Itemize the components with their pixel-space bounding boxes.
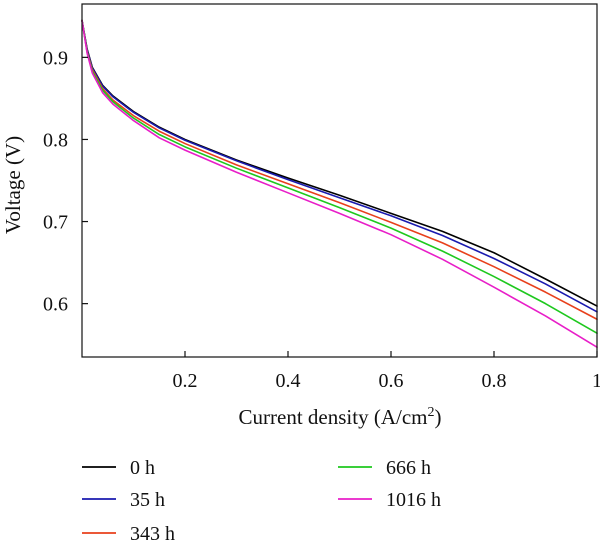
x-axis-label-suffix: )	[434, 405, 441, 429]
axes: 0.2 0.4 0.6 0.8 1 0.6 0.7 0.8 0.9	[43, 3, 600, 392]
legend-label-0: 0 h	[130, 457, 155, 479]
x-tick-label-1: 0.4	[276, 370, 301, 392]
series-line-3	[81, 19, 598, 334]
x-tick-label-0: 0.2	[173, 370, 198, 392]
x-axis-label-superscript: 2	[427, 405, 434, 420]
series-line-1	[81, 19, 598, 313]
x-axis-label: Current density (A/cm2)	[239, 405, 442, 429]
plot-frame	[81, 3, 598, 358]
series-line-0	[81, 19, 598, 307]
plot-lines	[81, 19, 598, 348]
legend-label-4: 1016 h	[386, 489, 441, 511]
y-tick-label-3: 0.9	[43, 47, 68, 69]
y-axis-label: Voltage (V)	[1, 136, 25, 234]
series-line-2	[81, 19, 598, 321]
y-tick-label-0: 0.6	[43, 294, 68, 316]
y-tick-label-2: 0.8	[43, 129, 68, 151]
x-axis-label-main: Current density (A/cm	[239, 405, 428, 429]
x-tick-label-2: 0.6	[379, 370, 404, 392]
legend-label-2: 343 h	[130, 523, 175, 545]
legend-label-3: 666 h	[386, 457, 431, 479]
series-line-4	[81, 19, 598, 348]
x-tick-label-3: 0.8	[482, 370, 507, 392]
x-tick-label-4: 1	[592, 370, 600, 392]
y-tick-label-1: 0.7	[43, 212, 68, 234]
legend-label-1: 35 h	[130, 489, 165, 511]
legend: 0 h 35 h 343 h 666 h 1016 h	[82, 457, 441, 545]
